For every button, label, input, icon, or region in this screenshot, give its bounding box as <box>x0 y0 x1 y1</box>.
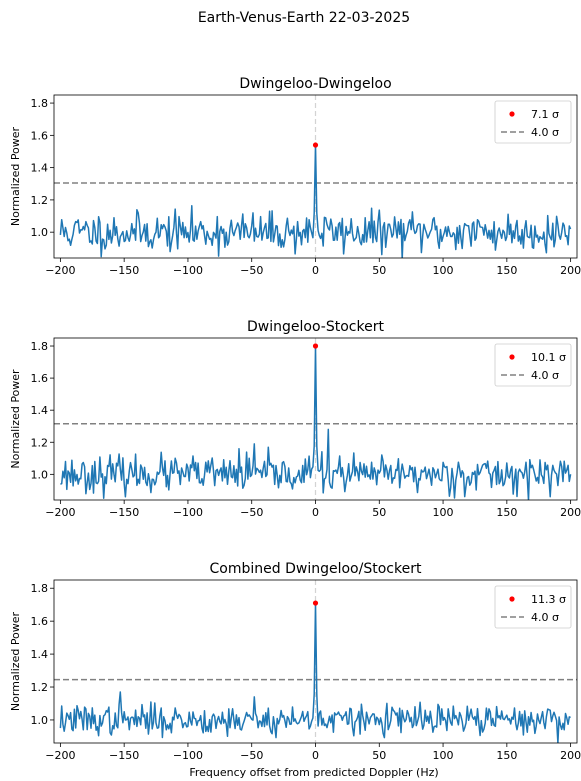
y-tick-label: 1.4 <box>31 162 49 175</box>
peak-point <box>312 600 319 606</box>
peak-point <box>312 343 319 349</box>
y-tick-label: 1.0 <box>31 226 49 239</box>
x-tick-label: −150 <box>109 264 139 277</box>
x-tick-label: 0 <box>312 749 319 762</box>
legend-threshold-label: 4.0 σ <box>531 369 559 382</box>
x-tick-label: −50 <box>240 749 263 762</box>
legend-peak-marker <box>509 596 515 602</box>
x-tick-label: −200 <box>45 264 75 277</box>
x-axis-label: Frequency offset from predicted Doppler … <box>189 766 438 779</box>
y-tick-label: 1.6 <box>31 615 49 628</box>
legend-peak-label: 11.3 σ <box>531 593 566 606</box>
y-tick-label: 1.4 <box>31 648 49 661</box>
legend-threshold-label: 4.0 σ <box>531 611 559 624</box>
x-tick-label: 200 <box>560 264 581 277</box>
legend: 7.1 σ 4.0 σ <box>494 100 572 144</box>
figure-suptitle: Earth-Venus-Earth 22-03-2025 <box>198 10 410 26</box>
panel-1: Dwingeloo-Dwingeloo Normalized Power −200 −… <box>9 76 581 277</box>
x-tick-label: 0 <box>312 264 319 277</box>
x-tick-label: 100 <box>433 749 454 762</box>
x-tick-label: −200 <box>45 506 75 519</box>
y-tick-label: 1.8 <box>31 97 49 110</box>
x-tick-label: −100 <box>173 264 203 277</box>
x-tick-label: 200 <box>560 506 581 519</box>
x-tick-label: −200 <box>45 749 75 762</box>
x-tick-label: 200 <box>560 749 581 762</box>
x-tick-label: 100 <box>433 506 454 519</box>
y-tick-label: 1.0 <box>31 714 49 727</box>
legend-peak-marker <box>509 354 515 360</box>
x-tick-label: −50 <box>240 264 263 277</box>
y-axis-label: Normalized Power <box>9 126 22 226</box>
legend-peak-marker <box>509 111 515 117</box>
legend-threshold-label: 4.0 σ <box>531 126 559 139</box>
x-tick-label: 50 <box>372 749 386 762</box>
x-tick-label: −150 <box>109 506 139 519</box>
y-axis-label: Normalized Power <box>9 369 22 469</box>
y-tick-label: 1.2 <box>31 436 49 449</box>
y-tick-label: 1.4 <box>31 404 49 417</box>
x-tick-label: 150 <box>496 506 517 519</box>
x-tick-label: 100 <box>433 264 454 277</box>
x-tick-label: −50 <box>240 506 263 519</box>
panel-title: Dwingeloo-Stockert <box>247 319 384 335</box>
legend: 10.1 σ 4.0 σ <box>494 343 572 387</box>
x-tick-label: −100 <box>173 506 203 519</box>
x-tick-label: −150 <box>109 749 139 762</box>
panel-3: Combined Dwingeloo/Stockert Normalized Po… <box>9 561 581 762</box>
x-tick-label: 150 <box>496 749 517 762</box>
panel-title: Combined Dwingeloo/Stockert <box>210 561 422 577</box>
legend-peak-label: 10.1 σ <box>531 351 566 364</box>
x-tick-label: 0 <box>312 506 319 519</box>
y-axis-label: Normalized Power <box>9 611 22 711</box>
x-tick-label: 50 <box>372 264 386 277</box>
peak-point <box>312 142 319 148</box>
x-tick-label: 150 <box>496 264 517 277</box>
y-tick-label: 1.6 <box>31 372 49 385</box>
x-tick-label: −100 <box>173 749 203 762</box>
legend: 11.3 σ 4.0 σ <box>494 585 572 629</box>
x-tick-label: 50 <box>372 506 386 519</box>
legend-peak-label: 7.1 σ <box>531 108 559 121</box>
y-tick-label: 1.0 <box>31 468 49 481</box>
y-tick-label: 1.2 <box>31 681 49 694</box>
y-tick-label: 1.8 <box>31 582 49 595</box>
y-tick-label: 1.8 <box>31 340 49 353</box>
panel-title: Dwingeloo-Dwingeloo <box>239 76 391 92</box>
y-tick-label: 1.2 <box>31 194 49 207</box>
y-tick-label: 1.6 <box>31 129 49 142</box>
panel-2: Dwingeloo-Stockert Normalized Power −200 −1… <box>9 319 581 519</box>
